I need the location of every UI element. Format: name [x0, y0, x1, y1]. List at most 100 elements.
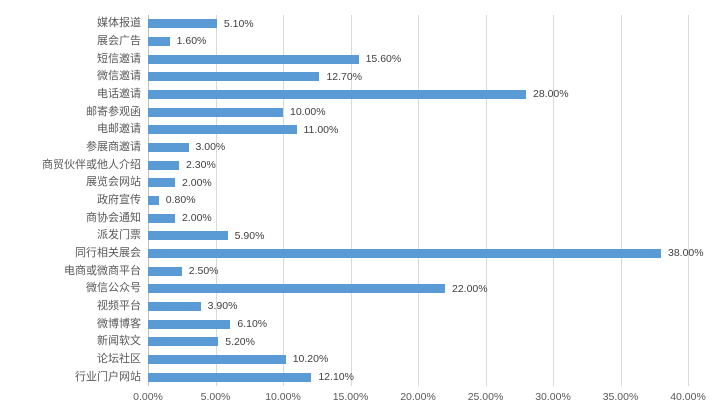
category-label: 参展商邀请 [86, 141, 141, 154]
gridline [553, 15, 554, 386]
value-label: 5.10% [223, 17, 254, 30]
plot-area: 5.10% 1.60% 15.60% 12.70% 28.00% 10.00% 11.00%… [148, 15, 704, 386]
bar [148, 302, 201, 312]
x-tick-label: 30.00% [535, 391, 571, 403]
bar-row: 10.20% [148, 351, 688, 369]
category-label: 商贸伙伴或他人介绍 [42, 158, 141, 171]
bar-row: 5.10% [148, 15, 688, 33]
x-axis: 0.00% 5.00% 10.00% 15.00% 20.00% 25.00% 30.00%… [133, 391, 706, 406]
category-label: 媒体报道 [97, 17, 141, 30]
category-label: 电商或微商平台 [64, 264, 141, 277]
value-label: 5.90% [234, 229, 265, 242]
bar-row: 5.20% [148, 333, 688, 351]
category-label: 微信公众号 [86, 282, 141, 295]
bar [148, 231, 228, 241]
category-label: 派发门票 [97, 229, 141, 242]
value-label: 11.00% [303, 123, 339, 136]
bar [148, 196, 159, 206]
bar [148, 266, 182, 276]
bar [148, 54, 359, 64]
x-tick-label: 40.00% [670, 391, 706, 403]
bar-row: 22.00% [148, 280, 688, 298]
bar-row: 6.10% [148, 315, 688, 333]
bar-row: 28.00% [148, 86, 688, 104]
bar-row: 38.00% [148, 245, 704, 263]
bar [148, 319, 231, 329]
value-label: 1.60% [176, 35, 207, 48]
value-label: 22.00% [452, 282, 488, 295]
category-label: 微信邀请 [97, 70, 141, 83]
value-label: 0.80% [165, 194, 196, 207]
category-label: 新闻软文 [97, 335, 141, 348]
x-tick-label: 15.00% [332, 391, 369, 403]
bar [148, 337, 219, 347]
bar [148, 355, 286, 365]
value-label: 5.20% [225, 335, 255, 348]
gridline [688, 15, 689, 386]
bar-row: 15.60% [148, 50, 688, 68]
value-label: 3.00% [195, 141, 226, 154]
gridline [620, 15, 622, 386]
bar-row: 2.00% [148, 209, 688, 227]
bar [148, 249, 661, 259]
category-label: 展览会网站 [86, 176, 141, 189]
gridline [485, 15, 487, 386]
category-label: 邮寄参观函 [86, 105, 141, 118]
bar [148, 90, 526, 100]
category-label: 行业门户网站 [75, 370, 141, 383]
category-label: 政府宣传 [97, 194, 141, 207]
bar-row: 0.80% [148, 192, 688, 210]
value-label: 6.10% [237, 318, 268, 330]
x-tick-label: 20.00% [400, 391, 436, 403]
bar-row: 12.10% [148, 368, 688, 386]
category-label: 视频平台 [97, 300, 141, 313]
bar-row: 12.70% [148, 68, 688, 86]
value-label: 2.00% [182, 176, 212, 189]
category-label: 同行相关展会 [75, 247, 141, 260]
bar-row: 10.00% [148, 103, 688, 121]
value-label: 2.30% [186, 158, 216, 171]
value-label: 2.50% [188, 264, 219, 277]
x-tick-label: 5.00% [200, 391, 231, 403]
category-labels: 媒体报道 展会广告 短信邀请 微信邀请 电话邀请 邮寄参观函 电邮邀请 参展商邀请 商贸伙伴或他… [0, 15, 141, 386]
bar [148, 72, 320, 82]
bar-row: 3.90% [148, 298, 688, 316]
category-label: 电话邀请 [97, 88, 141, 101]
x-tick-label: 0.00% [133, 391, 163, 403]
category-label: 微博博客 [97, 317, 141, 330]
value-label: 15.60% [365, 52, 402, 65]
category-label: 商协会通知 [86, 211, 141, 224]
x-tick-label: 25.00% [467, 391, 504, 403]
value-label: 3.90% [207, 300, 238, 313]
value-label: 10.20% [292, 353, 329, 366]
value-label: 10.00% [290, 105, 326, 118]
category-label: 论坛社区 [97, 353, 141, 366]
bar-row: 2.00% [148, 174, 688, 192]
bar-row: 1.60% [148, 33, 688, 51]
gridline [283, 15, 284, 386]
bar-row: 2.50% [148, 262, 688, 280]
bar [148, 372, 312, 382]
bar [148, 160, 180, 170]
category-label: 短信邀请 [97, 52, 141, 65]
category-label: 电邮邀请 [97, 123, 141, 136]
bar [148, 213, 175, 223]
x-tick-label: 35.00% [602, 391, 639, 403]
value-label: 12.70% [326, 70, 363, 83]
value-label: 38.00% [668, 247, 704, 260]
rows-layer: 5.10% 1.60% 15.60% 12.70% 28.00% 10.00% 11.00%… [148, 15, 704, 386]
bar [148, 143, 189, 153]
value-label: 28.00% [533, 88, 569, 101]
gridline [418, 15, 419, 386]
bar-row: 5.90% [148, 227, 688, 245]
bar-row: 11.00% [148, 121, 688, 139]
bar [148, 125, 297, 135]
bar [148, 37, 170, 46]
x-tick-label: 10.00% [265, 391, 301, 403]
value-label: 12.10% [318, 371, 354, 384]
gridline [350, 15, 352, 386]
value-label: 2.00% [182, 211, 212, 224]
bar [148, 284, 445, 294]
gridline [215, 15, 217, 386]
bar [148, 107, 283, 117]
